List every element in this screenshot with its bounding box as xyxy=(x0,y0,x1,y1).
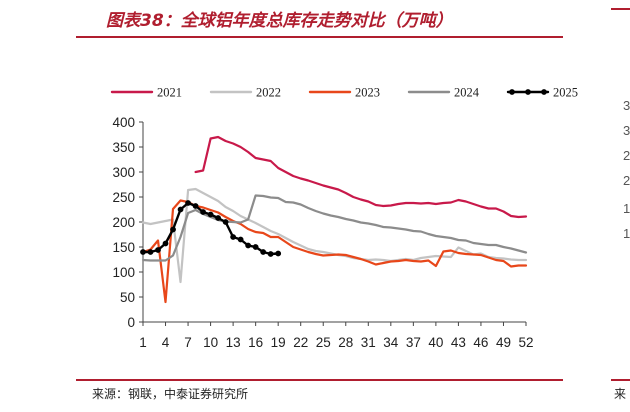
x-tick-label: 46 xyxy=(473,335,488,350)
adjacent-panel-tick: 1 xyxy=(623,226,630,241)
chart-legend: 2021 2022 2023 2024 2025 xyxy=(110,86,578,100)
series-line-2021 xyxy=(194,135,528,219)
series-line-2024 xyxy=(141,194,528,262)
title-rule xyxy=(76,36,563,38)
legend-marker-2025 xyxy=(509,89,515,95)
series-point-2025 xyxy=(207,211,214,218)
legend-marker-2025 xyxy=(525,89,531,95)
x-tick-label: 28 xyxy=(338,335,353,350)
footer-rule xyxy=(76,379,563,381)
legend-label-2025: 2025 xyxy=(553,86,578,100)
series-point-2025 xyxy=(230,234,237,240)
adjacent-panel-tick: 3 xyxy=(623,98,630,113)
series-point-2025 xyxy=(155,247,161,253)
y-tick-label: 350 xyxy=(112,140,135,155)
series-point-2025 xyxy=(162,240,169,247)
adjacent-panel-rule xyxy=(611,8,630,10)
legend-label-2024: 2024 xyxy=(454,86,480,100)
series-point-2025 xyxy=(245,242,252,249)
series-point-2025 xyxy=(260,249,267,255)
adjacent-panel-ticks: 3 3 2 2 1 1 xyxy=(623,98,630,241)
series-point-2025 xyxy=(170,226,176,233)
x-tick-label: 1 xyxy=(139,335,147,350)
y-tick-label: 250 xyxy=(112,190,135,205)
x-tick-label: 22 xyxy=(293,335,308,350)
x-tick-label: 16 xyxy=(248,335,263,350)
x-tick-label: 31 xyxy=(361,335,376,350)
y-tick-label: 50 xyxy=(120,290,135,305)
x-tick-label: 34 xyxy=(383,335,399,350)
adjacent-panel-source-fragment: 来 xyxy=(614,387,627,401)
y-tick-label: 100 xyxy=(112,265,135,280)
y-tick-label: 150 xyxy=(112,240,135,255)
series-point-2025 xyxy=(222,219,229,225)
adjacent-panel-tick: 2 xyxy=(623,148,630,163)
series-point-2025 xyxy=(185,200,191,206)
x-tick-label: 37 xyxy=(406,335,421,350)
series-point-2025 xyxy=(252,244,259,250)
series-point-2025 xyxy=(192,203,199,209)
adjacent-panel-footer-rule xyxy=(611,379,630,381)
chart-axes: 0 50 100 150 200 250 300 350 400 1 4 7 10 13 16 19 22 25 2… xyxy=(112,115,533,350)
source-note: 来源：钢联，中泰证券研究所 xyxy=(92,387,249,401)
chart-series xyxy=(140,135,528,304)
x-tick-label: 43 xyxy=(451,335,466,350)
adjacent-panel-tick: 3 xyxy=(623,123,630,138)
x-tick-label: 40 xyxy=(428,335,443,350)
x-tick-label: 52 xyxy=(518,335,533,350)
y-tick-label: 300 xyxy=(112,165,135,180)
series-line-2023 xyxy=(141,199,528,304)
y-tick-label: 0 xyxy=(127,315,135,330)
x-tick-label: 49 xyxy=(496,335,511,350)
legend-label-2022: 2022 xyxy=(256,86,281,100)
y-tick-label: 200 xyxy=(112,215,135,230)
series-point-2025 xyxy=(177,206,184,213)
x-tick-label: 4 xyxy=(162,335,170,350)
legend-marker-2025 xyxy=(541,89,547,95)
series-point-2025 xyxy=(215,215,221,221)
x-tick-label: 25 xyxy=(316,335,331,350)
series-point-2025 xyxy=(237,236,244,243)
x-tick-label: 13 xyxy=(226,335,241,350)
adjacent-panel-tick: 2 xyxy=(623,173,630,188)
adjacent-panel-tick: 1 xyxy=(623,201,630,216)
y-tick-label: 400 xyxy=(112,115,135,130)
series-point-2025 xyxy=(147,249,154,255)
series-point-2025 xyxy=(267,251,274,257)
legend-label-2021: 2021 xyxy=(157,86,182,100)
x-tick-label: 7 xyxy=(184,335,192,350)
series-point-2025 xyxy=(275,250,282,257)
legend-label-2023: 2023 xyxy=(355,86,380,100)
series-point-2025 xyxy=(200,209,206,215)
chart-title: 图表38：全球铝年度总库存走势对比（万吨） xyxy=(106,11,453,31)
x-tick-label: 10 xyxy=(203,335,218,350)
series-point-2025 xyxy=(140,249,146,255)
x-tick-label: 19 xyxy=(271,335,286,350)
